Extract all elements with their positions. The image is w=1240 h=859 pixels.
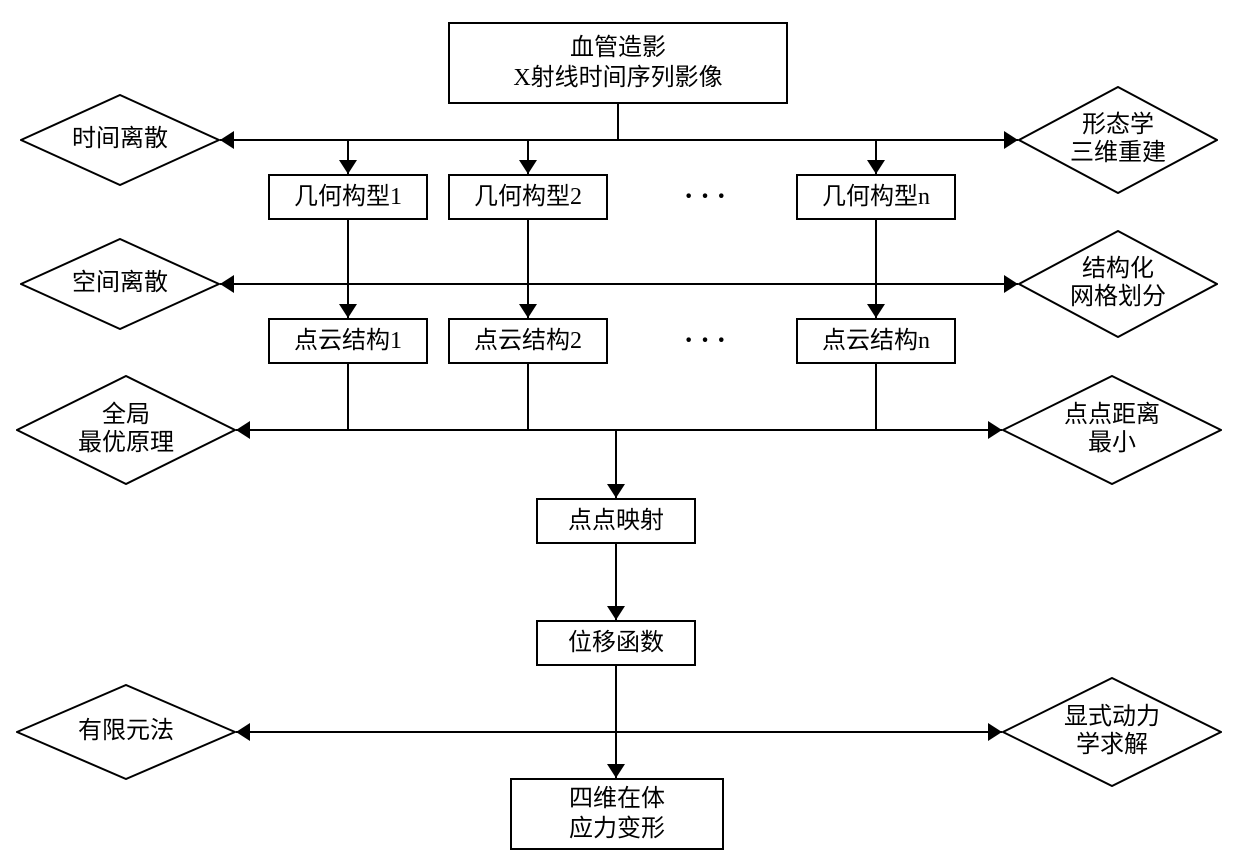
text-line: 几何构型2 — [474, 182, 582, 212]
text-line: 位移函数 — [568, 628, 664, 658]
rect-top: 血管造影X射线时间序列影像 — [448, 22, 788, 104]
diamond-d_dist: 点点距离最小 — [1002, 375, 1222, 485]
ellipsis-row1: · · · — [630, 180, 780, 214]
rect-bottom: 四维在体应力变形 — [510, 778, 724, 850]
text-line: X射线时间序列影像 — [513, 63, 722, 93]
diamond-d_mesh: 结构化网格划分 — [1018, 230, 1218, 338]
ellipsis-row2: · · · — [630, 324, 780, 358]
rect-map: 点点映射 — [536, 498, 696, 544]
rect-pn: 点云结构n — [796, 318, 956, 364]
diamond-label: 时间离散 — [72, 126, 168, 154]
rect-gn: 几何构型n — [796, 174, 956, 220]
diamond-label: 结构化网格划分 — [1070, 256, 1166, 311]
diamond-label: 空间离散 — [72, 270, 168, 298]
rect-disp: 位移函数 — [536, 620, 696, 666]
diamond-d_time: 时间离散 — [20, 94, 220, 186]
diamond-d_space: 空间离散 — [20, 238, 220, 330]
diamond-d_fem: 有限元法 — [16, 684, 236, 780]
diamond-d_opt: 全局最优原理 — [16, 375, 236, 485]
diamond-label: 全局最优原理 — [78, 402, 174, 457]
text-line: 点点映射 — [568, 506, 664, 536]
diamond-label: 有限元法 — [78, 718, 174, 746]
text-line: 点云结构1 — [294, 326, 402, 356]
text-line: 血管造影 — [570, 33, 666, 63]
rect-g1: 几何构型1 — [268, 174, 428, 220]
diamond-d_morph: 形态学三维重建 — [1018, 86, 1218, 194]
diamond-label: 点点距离最小 — [1064, 402, 1160, 457]
diamond-label: 显式动力学求解 — [1064, 704, 1160, 759]
diamond-d_dyn: 显式动力学求解 — [1002, 677, 1222, 787]
rect-p2: 点云结构2 — [448, 318, 608, 364]
text-line: 点云结构2 — [474, 326, 582, 356]
text-line: 应力变形 — [569, 814, 665, 844]
diamond-label: 形态学三维重建 — [1070, 112, 1166, 167]
text-line: 点云结构n — [822, 326, 930, 356]
text-line: 几何构型n — [822, 182, 930, 212]
flowchart-canvas: 血管造影X射线时间序列影像几何构型1 几何构型2 几何构型n 点云结构1 点云结构2 点云… — [0, 0, 1240, 859]
text-line: 四维在体 — [569, 784, 665, 814]
rect-g2: 几何构型2 — [448, 174, 608, 220]
rect-p1: 点云结构1 — [268, 318, 428, 364]
text-line: 几何构型1 — [294, 182, 402, 212]
